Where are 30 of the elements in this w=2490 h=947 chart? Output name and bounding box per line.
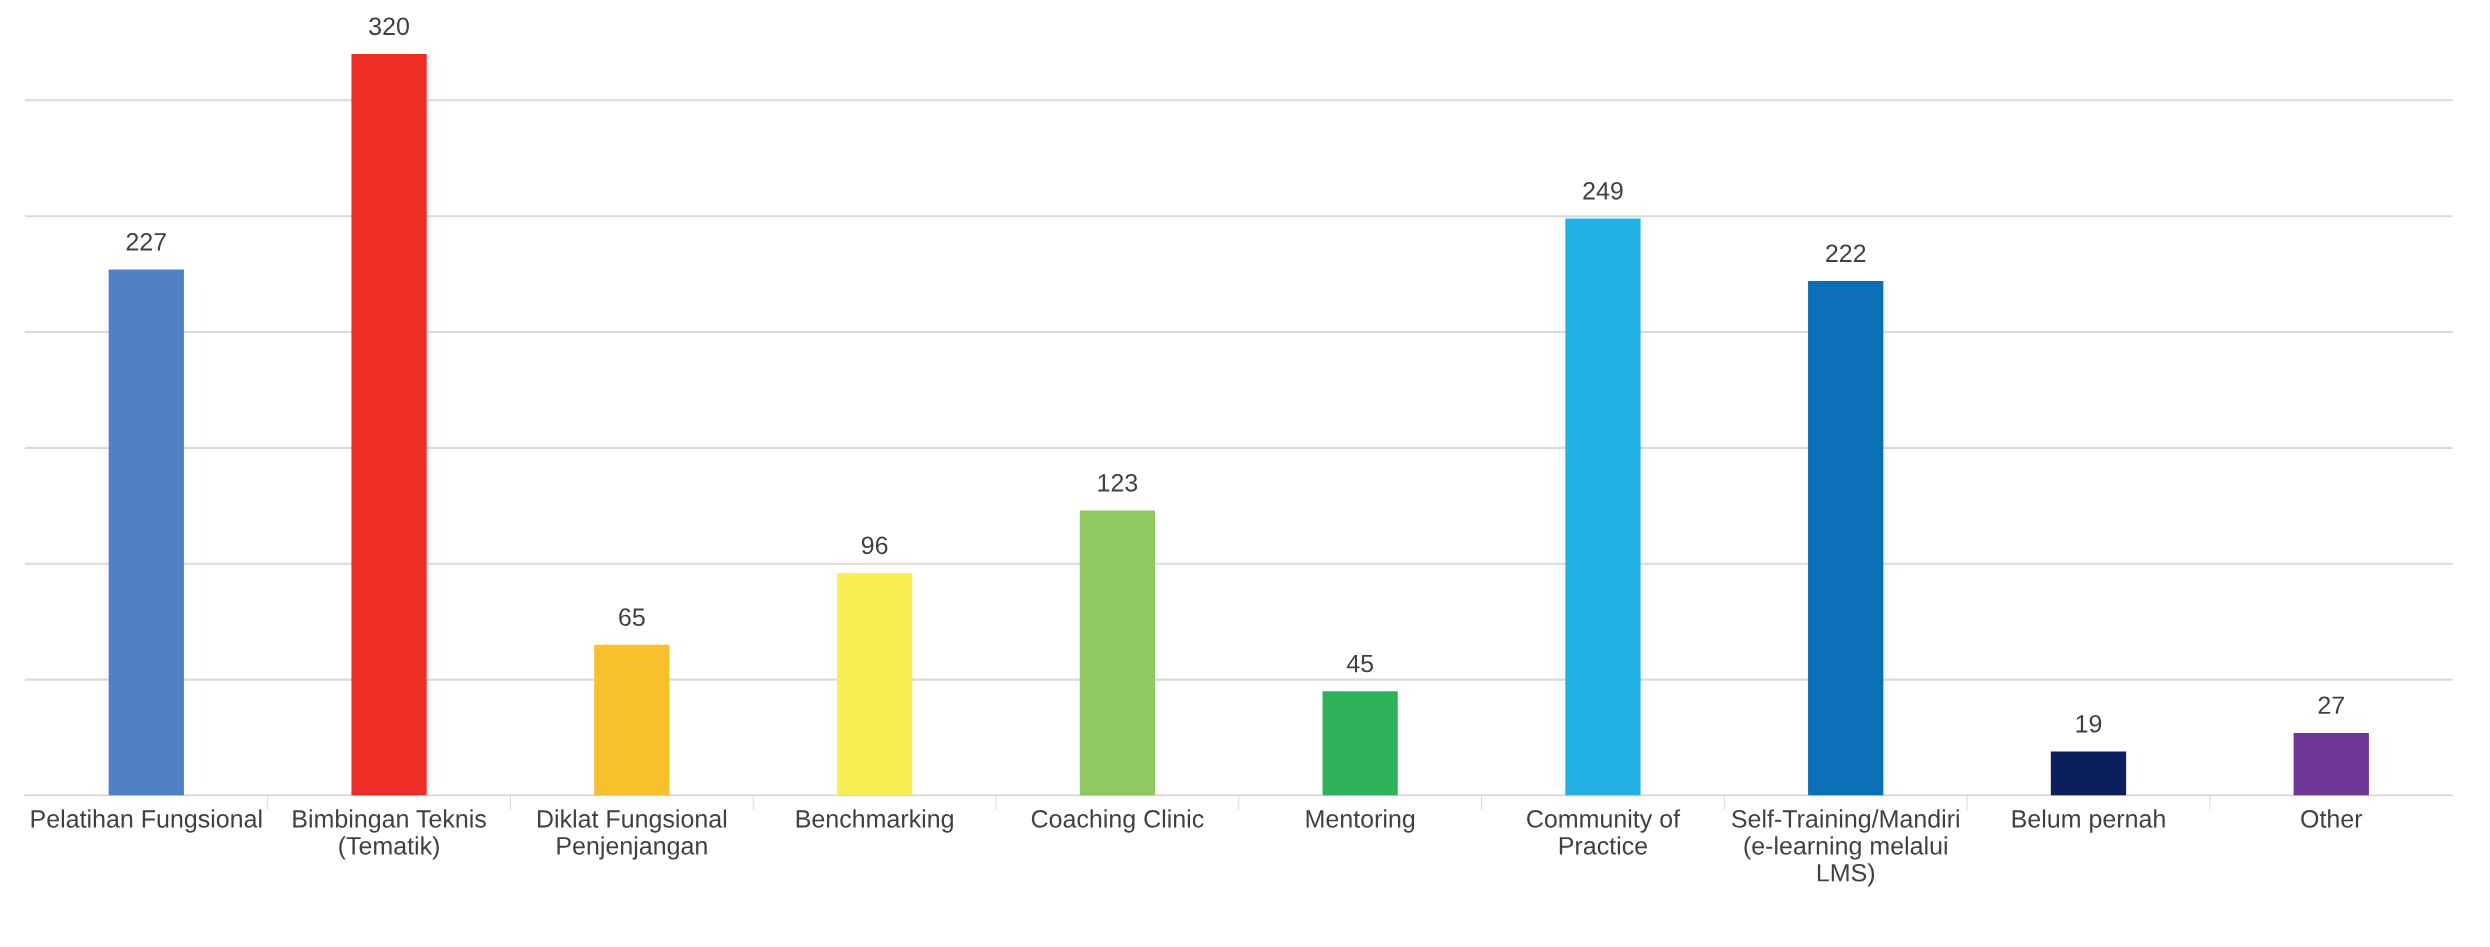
bar: [1565, 218, 1641, 796]
data-label: 320: [369, 17, 409, 36]
data-label: 45: [1346, 654, 1374, 673]
x-tick-label: Belum pernah: [2012, 809, 2165, 833]
x-tick-label: Self-Training/Mandiri (e-learning melalui LMS): [1732, 809, 1959, 887]
bar: [836, 573, 913, 796]
bar: [594, 644, 670, 796]
data-label: 19: [2076, 714, 2102, 733]
x-tick-label: Mentoring: [1306, 809, 1415, 833]
data-label: 222: [1826, 244, 1866, 262]
bar: [1808, 281, 1884, 796]
x-tick-label: Diklat Fungsional Penjenjangan: [538, 809, 727, 860]
x-tick-label: Coaching Clinic: [1031, 809, 1204, 833]
data-label: 27: [2318, 696, 2344, 714]
bar: [108, 269, 184, 796]
data-label: 96: [861, 536, 888, 555]
x-tick-label: Other: [2301, 809, 2363, 828]
bar: [1322, 691, 1398, 796]
data-label: 249: [1583, 181, 1623, 200]
bar: [2293, 732, 2369, 796]
data-label: 227: [126, 232, 166, 251]
bar: [2050, 751, 2127, 796]
x-tick-label: Bimbingan Teknis (Tematik): [293, 809, 486, 860]
x-tick-label: Community of Practice: [1527, 809, 1681, 855]
bar: [1079, 510, 1156, 796]
data-label: 65: [619, 608, 645, 627]
x-tick-label: Pelatihan Fungsional: [31, 809, 262, 833]
x-tick-label: Benchmarking: [796, 809, 953, 833]
bar: [351, 53, 427, 796]
data-label: 123: [1098, 473, 1138, 492]
